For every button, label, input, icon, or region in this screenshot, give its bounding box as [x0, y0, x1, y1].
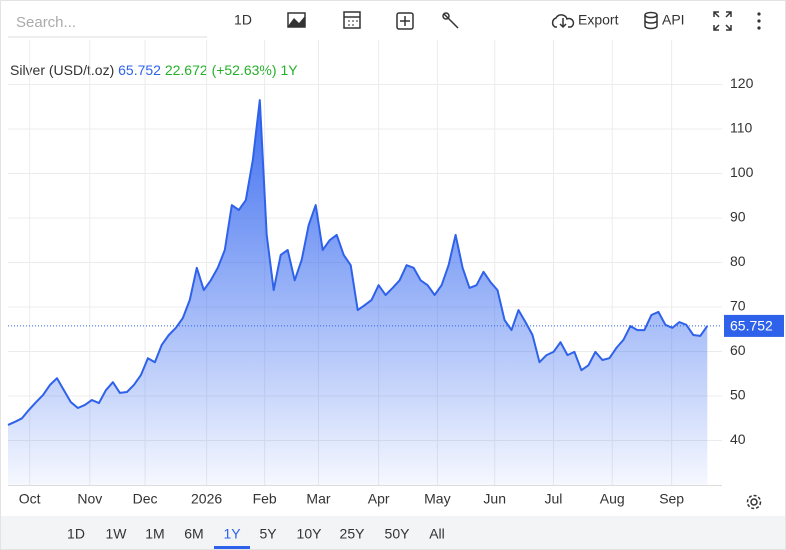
x-tick-label: Jul: [545, 491, 563, 507]
add-icon[interactable]: [396, 12, 414, 30]
y-tick-label: 90: [730, 209, 746, 225]
y-tick-label: 60: [730, 342, 746, 358]
last-value-box: [724, 314, 784, 337]
last-price: 65.752: [118, 62, 161, 78]
y-tick-label: 50: [730, 387, 746, 403]
x-tick-label: Apr: [368, 491, 390, 507]
interval-button[interactable]: 1D: [234, 12, 252, 28]
tools-icon[interactable]: [442, 12, 459, 29]
x-tick-label: Oct: [19, 491, 41, 507]
chart-type-icon[interactable]: [287, 12, 306, 28]
plot: 40 50 60 70 80 90 100 110 120 Oct Nov Dec 2026 Feb Mar…: [7, 40, 784, 507]
x-tick-label: Sep: [659, 491, 684, 507]
menu-icon[interactable]: [757, 12, 761, 30]
x-tick-label: Nov: [77, 491, 102, 507]
api-icon[interactable]: [644, 11, 658, 30]
y-tick-label: 80: [730, 253, 746, 269]
legend-text: Silver (USD/t.oz) 65.752 22.672 (+52.63%…: [10, 62, 298, 78]
search[interactable]: Search...: [16, 14, 76, 31]
period: 1Y: [280, 62, 298, 78]
range-bar: [1, 516, 785, 549]
range-button[interactable]: 5Y: [259, 526, 277, 542]
x-tick-label: 2026: [191, 491, 222, 507]
title: Silver (USD/t.oz): [10, 62, 114, 78]
settings-icon[interactable]: [746, 494, 762, 510]
change: 22.672: [165, 62, 208, 78]
export-icon[interactable]: [551, 14, 575, 29]
x-tick-label: Jun: [483, 491, 506, 507]
export-button[interactable]: Export: [578, 12, 619, 28]
x-tick-label: Feb: [253, 491, 277, 507]
range-button[interactable]: 1D: [67, 526, 85, 542]
range-button[interactable]: 50Y: [385, 526, 411, 542]
y-tick-label: 70: [730, 298, 746, 314]
range-button[interactable]: 10Y: [297, 526, 323, 542]
range-button[interactable]: 1M: [145, 526, 164, 542]
fullscreen-icon[interactable]: [713, 11, 732, 31]
y-tick-label: 100: [730, 164, 754, 180]
range-button[interactable]: All: [429, 526, 445, 542]
change-percent: (+52.63%): [212, 62, 277, 78]
y-tick-label: 120: [730, 75, 754, 91]
series-line: [7, 99, 709, 426]
x-tick-label: Dec: [133, 491, 158, 507]
range-button[interactable]: 1Y: [223, 526, 241, 542]
y-tick-label: 110: [730, 120, 753, 136]
y-tick-label: 40: [730, 431, 746, 447]
range-selected-underline: [214, 546, 250, 549]
range-button[interactable]: 1W: [106, 526, 128, 542]
range-button[interactable]: 25Y: [340, 526, 366, 542]
calendar-icon[interactable]: [343, 11, 361, 29]
api-button[interactable]: API: [662, 12, 685, 28]
x-tick-label: May: [424, 491, 450, 507]
area-fill: [8, 100, 708, 485]
range-button[interactable]: 6M: [184, 526, 203, 542]
range-buttons: 1D 1W 1M 6M 1Y 5Y 10Y 25Y 50Y All: [67, 526, 445, 549]
x-tick-label: Aug: [600, 491, 625, 507]
x-tick-label: Mar: [306, 491, 330, 507]
last-value-label: 65.752: [730, 318, 773, 334]
